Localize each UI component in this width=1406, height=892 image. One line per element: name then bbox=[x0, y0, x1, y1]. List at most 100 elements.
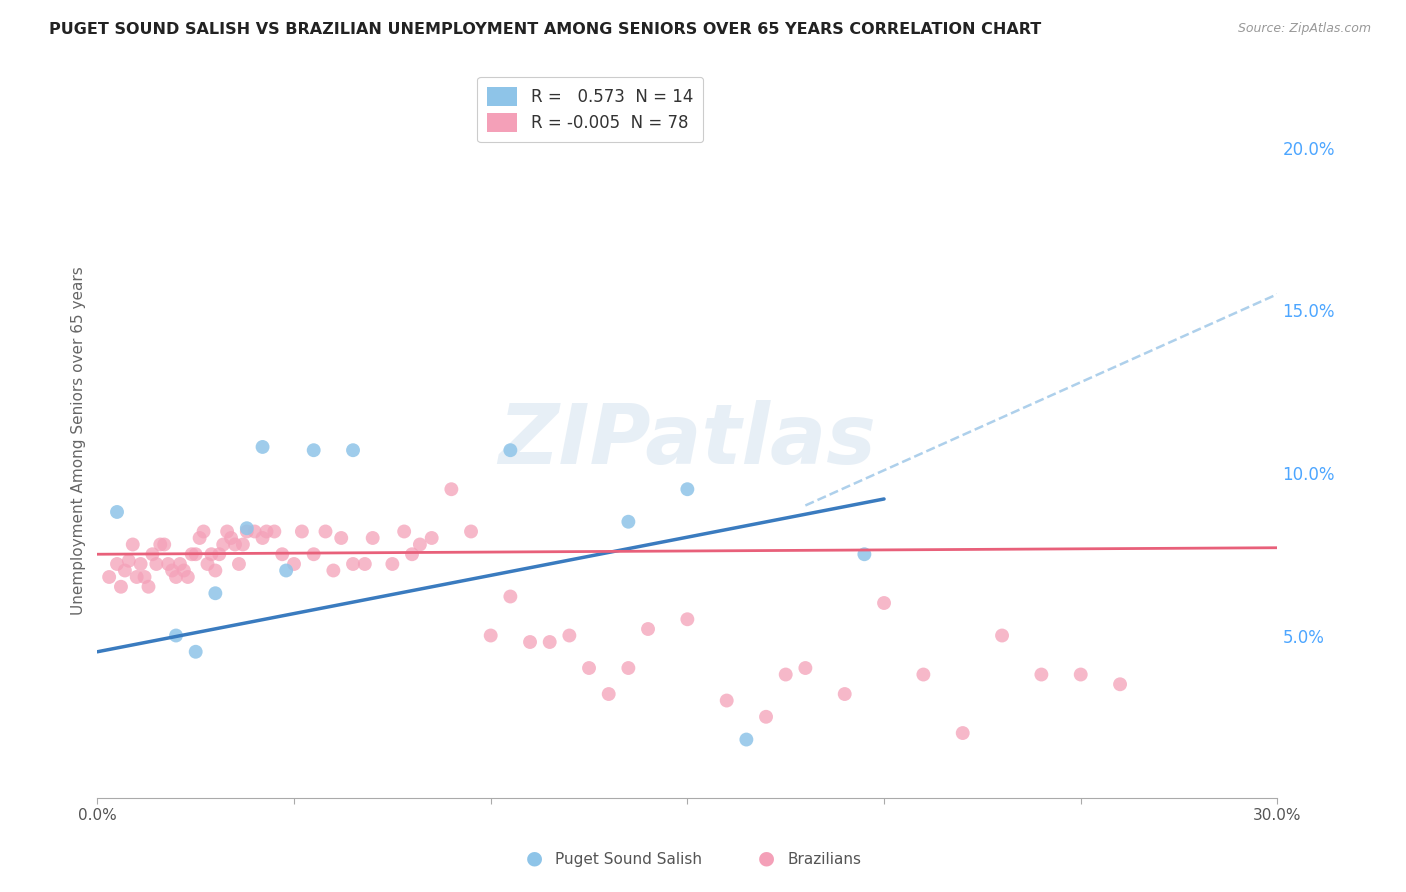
Point bbox=[873, 596, 896, 610]
Point bbox=[834, 687, 856, 701]
Point bbox=[263, 524, 285, 539]
Point bbox=[578, 661, 600, 675]
Point bbox=[409, 537, 432, 551]
Point bbox=[118, 554, 141, 568]
Point bbox=[114, 564, 136, 578]
Point bbox=[173, 564, 195, 578]
Point bbox=[252, 531, 274, 545]
Point bbox=[193, 524, 215, 539]
Point bbox=[912, 667, 935, 681]
Point bbox=[330, 531, 353, 545]
Point bbox=[381, 557, 404, 571]
Point bbox=[1109, 677, 1132, 691]
Point bbox=[538, 635, 561, 649]
Point bbox=[755, 710, 778, 724]
Point bbox=[676, 612, 699, 626]
Point bbox=[361, 531, 384, 545]
Point bbox=[153, 537, 176, 551]
Point bbox=[853, 547, 876, 561]
Point bbox=[197, 557, 219, 571]
Point bbox=[315, 524, 337, 539]
Point bbox=[208, 547, 231, 561]
Point bbox=[236, 521, 259, 535]
Point bbox=[217, 524, 239, 539]
Point bbox=[157, 557, 180, 571]
Point bbox=[291, 524, 314, 539]
Point bbox=[322, 564, 344, 578]
Point bbox=[283, 557, 305, 571]
Point bbox=[271, 547, 294, 561]
Point bbox=[160, 564, 183, 578]
Point bbox=[499, 443, 522, 458]
Point bbox=[169, 557, 191, 571]
Point bbox=[302, 547, 325, 561]
Point bbox=[558, 628, 581, 642]
Point bbox=[236, 524, 259, 539]
Point bbox=[1070, 667, 1092, 681]
Point bbox=[392, 524, 415, 539]
Point bbox=[125, 570, 148, 584]
Point bbox=[105, 505, 128, 519]
Point bbox=[138, 580, 160, 594]
Point bbox=[952, 726, 974, 740]
Point bbox=[105, 557, 128, 571]
Point bbox=[256, 524, 278, 539]
Point bbox=[177, 570, 200, 584]
Point bbox=[243, 524, 266, 539]
Point bbox=[165, 570, 187, 584]
Point bbox=[440, 482, 463, 496]
Point bbox=[184, 547, 207, 561]
Point bbox=[276, 564, 298, 578]
Legend: R =   0.573  N = 14, R = -0.005  N = 78: R = 0.573 N = 14, R = -0.005 N = 78 bbox=[478, 77, 703, 142]
Point bbox=[775, 667, 797, 681]
Point bbox=[184, 645, 207, 659]
Point bbox=[302, 443, 325, 458]
Point bbox=[794, 661, 817, 675]
Point bbox=[180, 547, 202, 561]
Point bbox=[110, 580, 132, 594]
Point bbox=[420, 531, 443, 545]
Point bbox=[479, 628, 502, 642]
Point bbox=[252, 440, 274, 454]
Point bbox=[519, 635, 541, 649]
Point bbox=[617, 515, 640, 529]
Point bbox=[145, 557, 167, 571]
Point bbox=[228, 557, 250, 571]
Point bbox=[212, 537, 235, 551]
Point bbox=[129, 557, 152, 571]
Point bbox=[219, 531, 242, 545]
Text: ●: ● bbox=[526, 848, 543, 867]
Text: Brazilians: Brazilians bbox=[787, 852, 862, 867]
Point bbox=[499, 590, 522, 604]
Point bbox=[598, 687, 620, 701]
Point bbox=[1031, 667, 1053, 681]
Point bbox=[232, 537, 254, 551]
Point bbox=[204, 564, 226, 578]
Point bbox=[224, 537, 246, 551]
Point bbox=[353, 557, 375, 571]
Y-axis label: Unemployment Among Seniors over 65 years: Unemployment Among Seniors over 65 years bbox=[72, 266, 86, 615]
Point bbox=[204, 586, 226, 600]
Point bbox=[134, 570, 156, 584]
Point bbox=[617, 661, 640, 675]
Text: Puget Sound Salish: Puget Sound Salish bbox=[555, 852, 703, 867]
Point bbox=[676, 482, 699, 496]
Point bbox=[401, 547, 423, 561]
Text: ●: ● bbox=[758, 848, 775, 867]
Point bbox=[165, 628, 187, 642]
Point bbox=[188, 531, 211, 545]
Point bbox=[342, 443, 364, 458]
Point bbox=[637, 622, 659, 636]
Text: ZIPatlas: ZIPatlas bbox=[499, 400, 876, 481]
Point bbox=[342, 557, 364, 571]
Point bbox=[98, 570, 121, 584]
Point bbox=[460, 524, 482, 539]
Point bbox=[141, 547, 163, 561]
Text: PUGET SOUND SALISH VS BRAZILIAN UNEMPLOYMENT AMONG SENIORS OVER 65 YEARS CORRELA: PUGET SOUND SALISH VS BRAZILIAN UNEMPLOY… bbox=[49, 22, 1042, 37]
Point bbox=[149, 537, 172, 551]
Point bbox=[121, 537, 143, 551]
Point bbox=[200, 547, 222, 561]
Point bbox=[735, 732, 758, 747]
Point bbox=[991, 628, 1014, 642]
Text: Source: ZipAtlas.com: Source: ZipAtlas.com bbox=[1237, 22, 1371, 36]
